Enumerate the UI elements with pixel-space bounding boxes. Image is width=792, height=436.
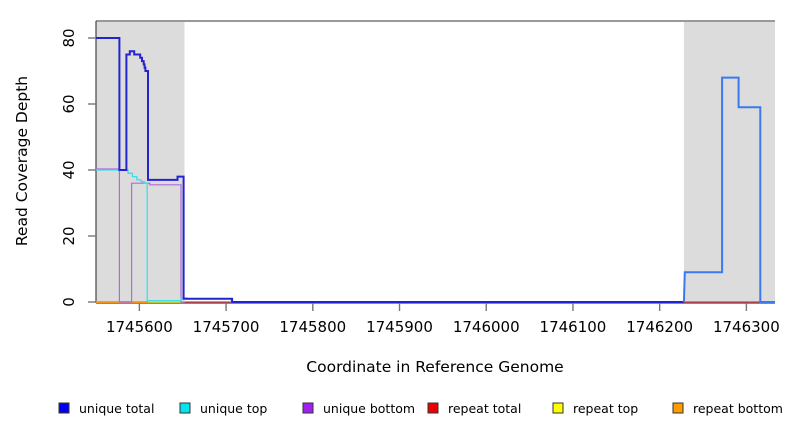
legend-swatch-unique-total	[58, 402, 70, 414]
x-tick-label: 1745900	[366, 318, 433, 336]
legend-swatch-unique-top	[179, 402, 191, 414]
axes: 1745600 1745700 1745800 1745900 1746000 17461…	[60, 28, 780, 336]
x-tick-label: 1745700	[193, 318, 260, 336]
legend-label-unique-bottom: unique bottom	[323, 401, 415, 416]
y-tick-label: 80	[60, 28, 78, 47]
y-tick-label: 20	[60, 226, 78, 245]
legend-label-repeat-top: repeat top	[573, 401, 638, 416]
legend-swatch-repeat-total	[427, 402, 439, 414]
legend-label-unique-total: unique total	[79, 401, 154, 416]
y-tick-label: 0	[60, 297, 78, 307]
x-tick-label: 1746000	[453, 318, 520, 336]
repeat-region-right	[683, 21, 775, 303]
legend-swatch-repeat-top	[552, 402, 564, 414]
repeat-region-left	[96, 21, 185, 303]
y-tick-label: 60	[60, 94, 78, 113]
x-tick-label: 1746300	[713, 318, 780, 336]
legend: unique total unique top unique bottom repea…	[58, 401, 783, 416]
x-tick-label: 1746200	[626, 318, 693, 336]
y-axis-title: Read Coverage Depth	[13, 76, 31, 246]
coverage-series	[96, 37, 775, 303]
shaded-repeat-regions	[96, 21, 775, 303]
x-tick-label: 1745600	[106, 318, 173, 336]
series-unique-total	[682, 76, 775, 303]
plot-frame	[95, 20, 775, 304]
legend-label-repeat-total: repeat total	[448, 401, 521, 416]
x-tick-label: 1746100	[540, 318, 607, 336]
y-tick-label: 40	[60, 160, 78, 179]
x-axis-title: Coordinate in Reference Genome	[306, 358, 563, 376]
legend-label-repeat-bottom: repeat bottom	[693, 401, 783, 416]
legend-swatch-unique-bottom	[302, 402, 314, 414]
series-unique-total	[96, 37, 684, 303]
legend-label-unique-top: unique top	[200, 401, 267, 416]
legend-swatch-repeat-bottom	[672, 402, 684, 414]
x-tick-label: 1745800	[279, 318, 346, 336]
series-unique-bottom	[96, 168, 186, 303]
